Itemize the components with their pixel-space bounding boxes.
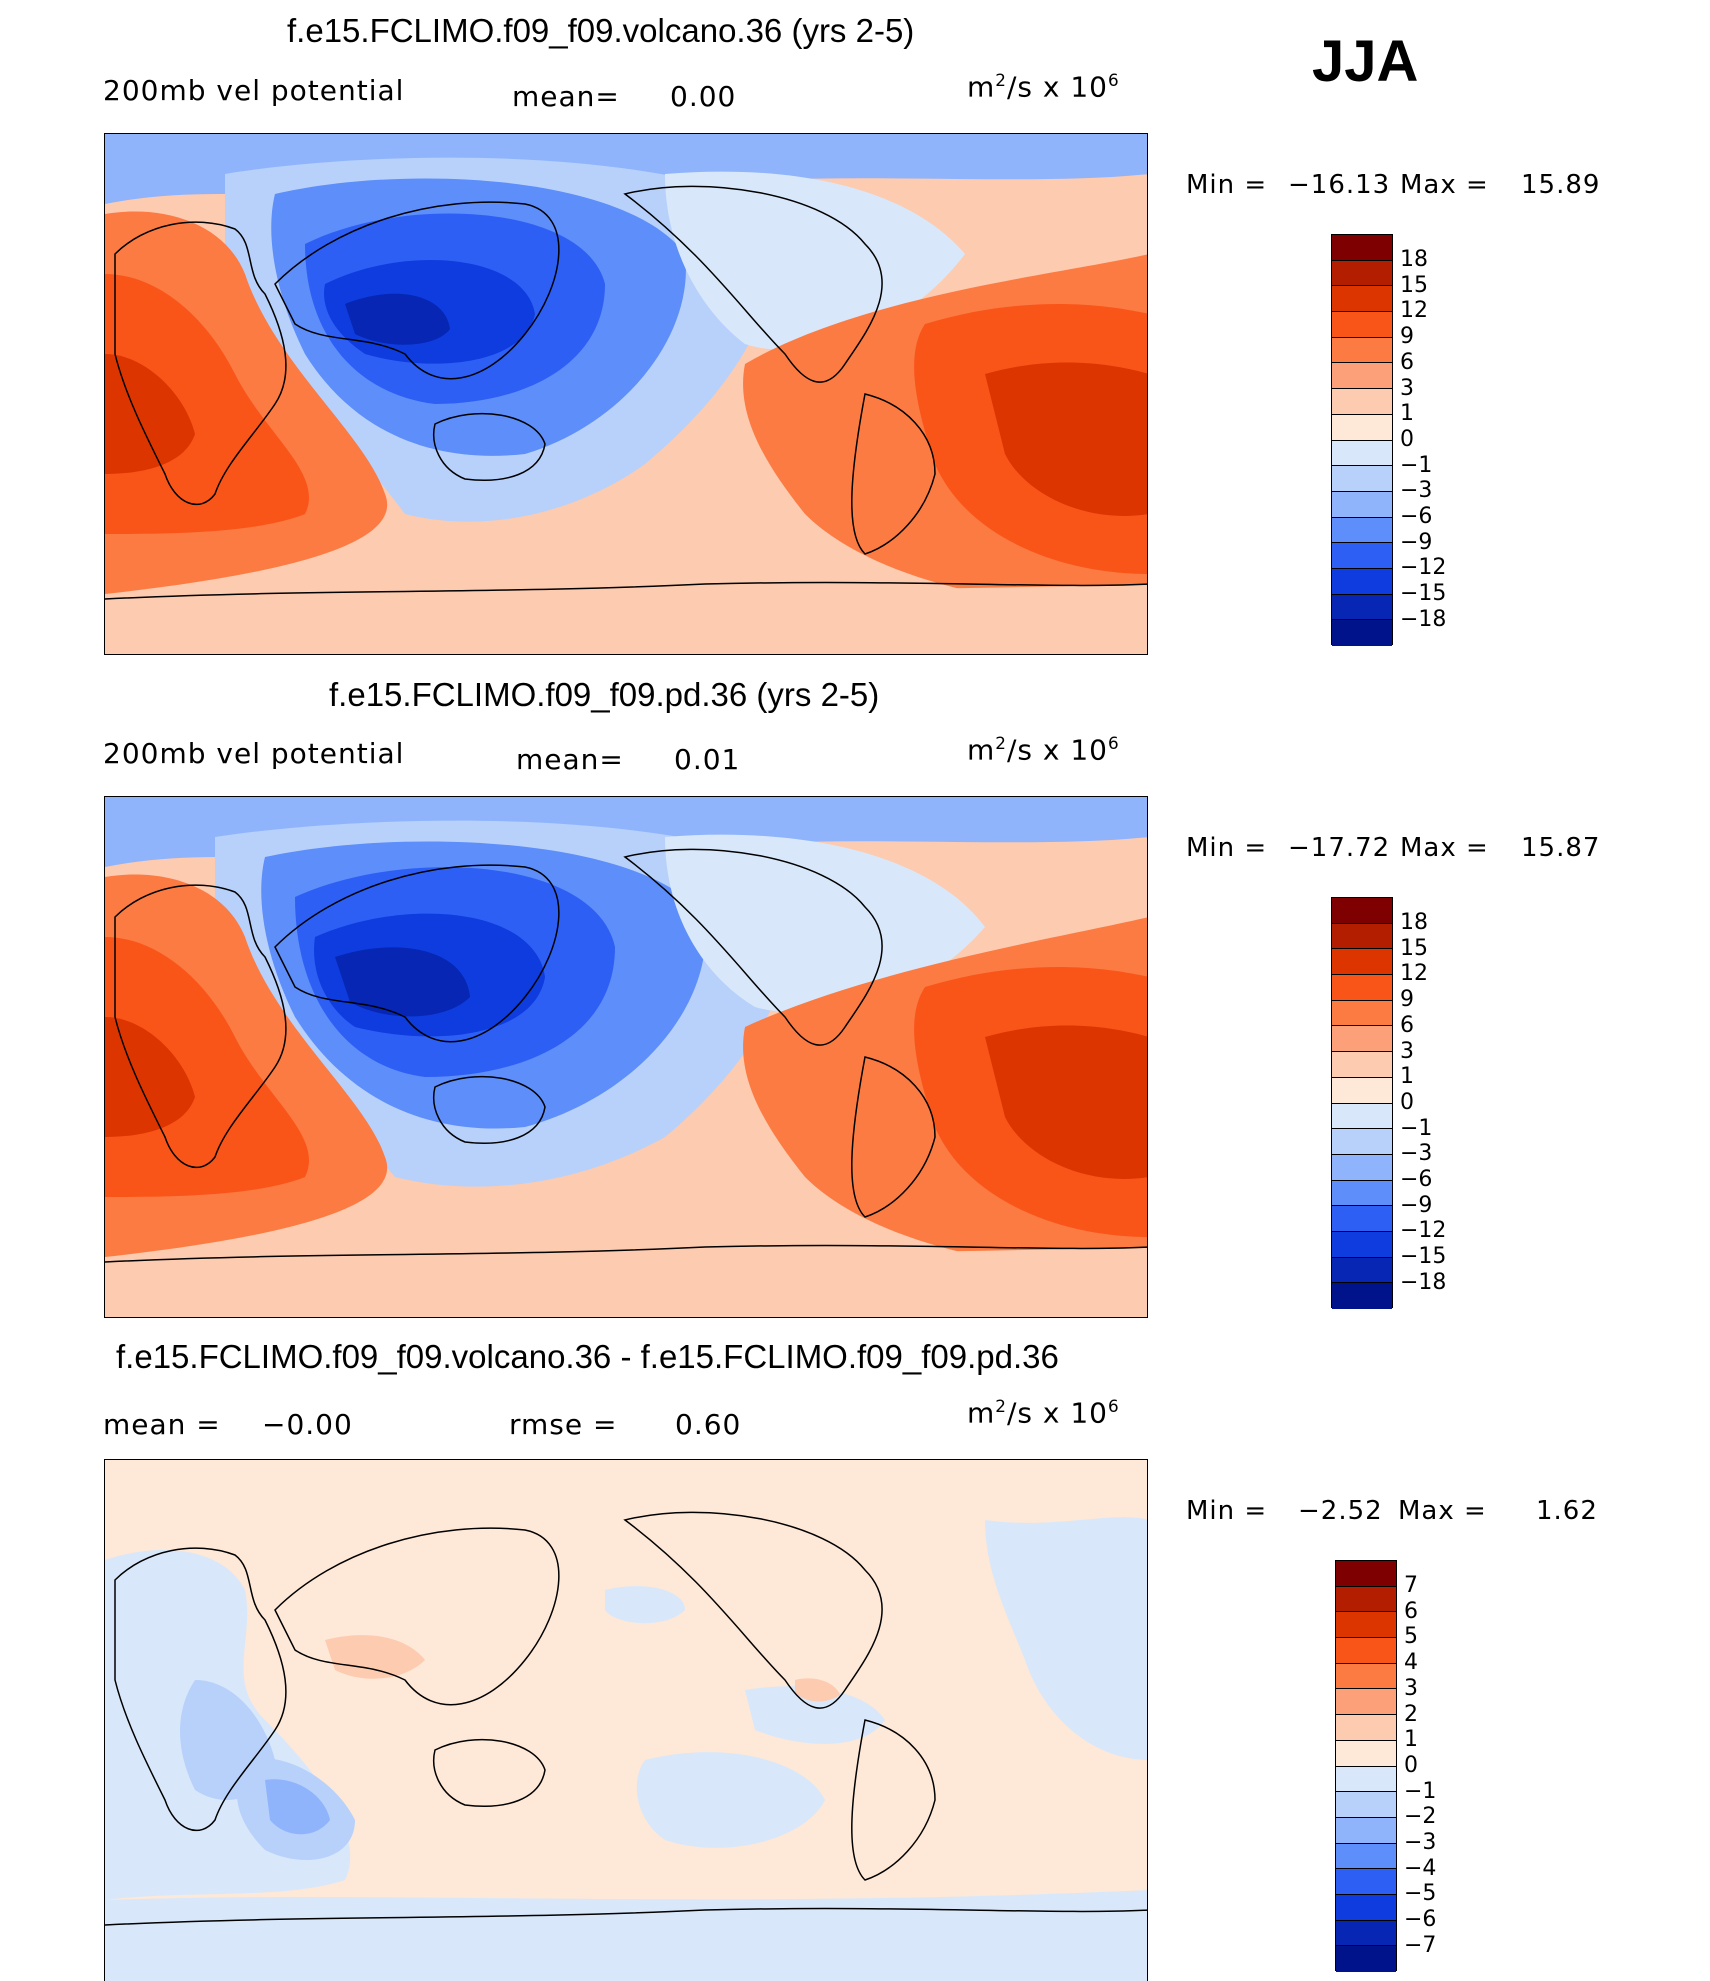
panel-3-mean-label: mean = — [103, 1408, 221, 1441]
cb3-label: 2 — [1404, 1702, 1418, 1727]
cb2-label: −9 — [1400, 1193, 1433, 1218]
panel-1-min-label: Min = — [1186, 170, 1268, 200]
cb2-label: 3 — [1400, 1039, 1414, 1064]
cb1-label: 6 — [1400, 350, 1414, 375]
cb1-label: 12 — [1400, 298, 1428, 323]
cb1-label: −1 — [1400, 453, 1433, 478]
panel-2-units: m2/s x 106 — [967, 733, 1120, 767]
panel-2-mean-label: mean= — [516, 743, 624, 776]
cb3-label: −6 — [1404, 1907, 1437, 1932]
cb2-label: −12 — [1400, 1218, 1447, 1243]
cb3-label: 6 — [1404, 1599, 1418, 1624]
cb2-label: −15 — [1400, 1244, 1447, 1269]
cb2-label: 0 — [1400, 1090, 1414, 1115]
cb1-label: 9 — [1400, 324, 1414, 349]
panel-2-max-label: Max = — [1400, 833, 1489, 863]
cb2-label: 18 — [1400, 910, 1428, 935]
cb2-label: 6 — [1400, 1013, 1414, 1038]
cb3-label: −2 — [1404, 1804, 1437, 1829]
season-label: JJA — [1312, 29, 1419, 94]
panel-2-min-value: −17.72 — [1288, 833, 1391, 863]
cb1-label: −12 — [1400, 555, 1447, 580]
cb1-label: −18 — [1400, 607, 1447, 632]
panel-1-max-value: 15.89 — [1521, 170, 1601, 200]
panel-2-colorbar — [1331, 897, 1393, 1309]
cb3-label: 4 — [1404, 1650, 1418, 1675]
panel-3-min-label: Min = — [1186, 1496, 1268, 1526]
panel-3-min-value: −2.52 — [1298, 1496, 1383, 1526]
cb1-label: 3 — [1400, 376, 1414, 401]
cb3-label: 1 — [1404, 1727, 1418, 1752]
panel-3-units: m2/s x 106 — [967, 1396, 1120, 1430]
panel-1-title: f.e15.FCLIMO.f09_f09.volcano.36 (yrs 2-5… — [287, 12, 915, 49]
cb2-label: 9 — [1400, 987, 1414, 1012]
cb1-label: −6 — [1400, 504, 1433, 529]
panel-3-max-label: Max = — [1398, 1496, 1487, 1526]
panel-3-mean-value: −0.00 — [262, 1408, 353, 1441]
panel-1-mean-label: mean= — [512, 80, 620, 113]
panel-3-colorbar — [1335, 1560, 1397, 1972]
cb3-label: 3 — [1404, 1676, 1418, 1701]
cb3-label: −7 — [1404, 1933, 1437, 1958]
cb1-label: −3 — [1400, 478, 1433, 503]
panel-1-variable-label: 200mb vel potential — [103, 74, 405, 107]
cb2-label: 12 — [1400, 961, 1428, 986]
cb1-label: −9 — [1400, 530, 1433, 555]
cb1-label: −15 — [1400, 581, 1447, 606]
cb3-label: −5 — [1404, 1881, 1437, 1906]
cb1-label: 18 — [1400, 247, 1428, 272]
cb3-label: 5 — [1404, 1624, 1418, 1649]
panel-2-mean-value: 0.01 — [674, 743, 741, 776]
panel-2-max-value: 15.87 — [1521, 833, 1601, 863]
cb2-label: 1 — [1400, 1064, 1414, 1089]
panel-2-map — [104, 796, 1148, 1318]
panel-2-variable-label: 200mb vel potential — [103, 737, 405, 770]
cb2-label: −3 — [1400, 1141, 1433, 1166]
cb2-label: −18 — [1400, 1270, 1447, 1295]
panel-2-title: f.e15.FCLIMO.f09_f09.pd.36 (yrs 2-5) — [329, 676, 880, 713]
panel-3-map — [104, 1459, 1148, 1981]
panel-1-map — [104, 133, 1148, 655]
cb3-label: 7 — [1404, 1573, 1418, 1598]
panel-1-mean-value: 0.00 — [670, 80, 737, 113]
cb2-label: −1 — [1400, 1116, 1433, 1141]
panel-1-colorbar — [1331, 234, 1393, 646]
cb1-label: 0 — [1400, 427, 1414, 452]
panel-2-min-label: Min = — [1186, 833, 1268, 863]
cb3-label: −4 — [1404, 1856, 1437, 1881]
cb1-label: 15 — [1400, 273, 1428, 298]
cb3-label: −1 — [1404, 1779, 1437, 1804]
panel-3-rmse-label: rmse = — [509, 1408, 618, 1441]
panel-3-rmse-value: 0.60 — [675, 1408, 742, 1441]
cb1-label: 1 — [1400, 401, 1414, 426]
cb3-label: −3 — [1404, 1830, 1437, 1855]
panel-3-title: f.e15.FCLIMO.f09_f09.volcano.36 - f.e15.… — [116, 1338, 1059, 1375]
cb3-label: 0 — [1404, 1753, 1418, 1778]
cb2-label: 15 — [1400, 936, 1428, 961]
panel-3-max-value: 1.62 — [1536, 1496, 1598, 1526]
panel-1-max-label: Max = — [1400, 170, 1489, 200]
panel-1-units: m2/s x 106 — [967, 70, 1120, 104]
cb2-label: −6 — [1400, 1167, 1433, 1192]
panel-1-min-value: −16.13 — [1288, 170, 1391, 200]
